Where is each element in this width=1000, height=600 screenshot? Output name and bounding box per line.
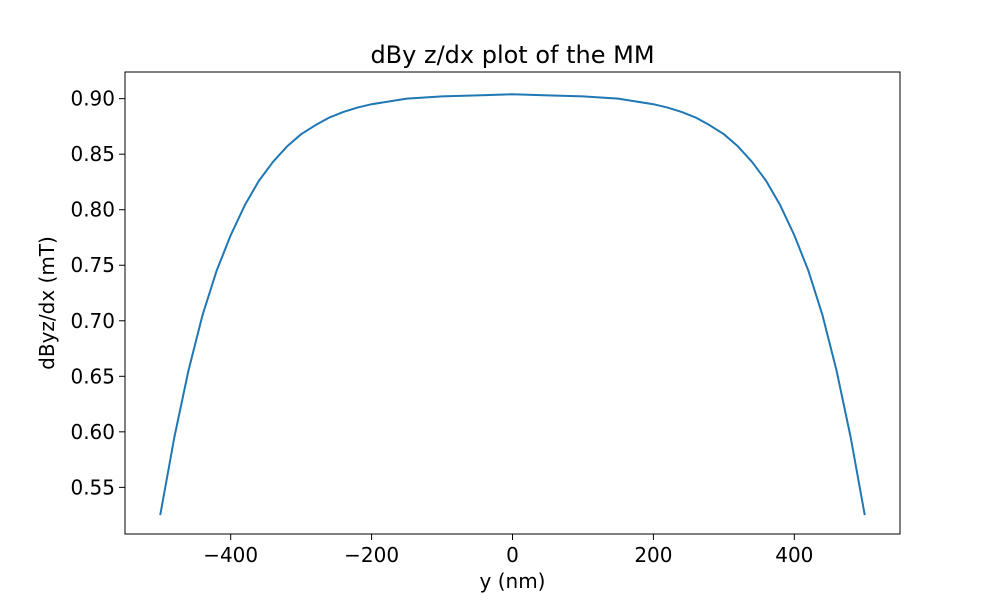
y-tick-label: 0.90 [70, 87, 115, 111]
x-tick-label: 400 [775, 543, 813, 567]
series-layer [159, 93, 866, 516]
x-axis: −400 −200 0 200 400 [203, 534, 813, 567]
x-tick-label: −200 [344, 543, 399, 567]
x-axis-label: y (nm) [480, 569, 546, 593]
y-tick-label: 0.75 [70, 253, 115, 277]
y-tick-label: 0.70 [70, 309, 115, 333]
y-tick-label: 0.65 [70, 364, 115, 388]
x-tick-label: 0 [506, 543, 519, 567]
y-tick-label: 0.85 [70, 142, 115, 166]
chart-title: dBy z/dx plot of the MM [370, 41, 654, 69]
x-tick-label: −400 [203, 543, 258, 567]
plot-frame [124, 71, 901, 535]
x-tick-label: 200 [634, 543, 672, 567]
y-axis: 0.55 0.60 0.65 0.70 0.75 0.80 0.85 0.90 [70, 87, 125, 499]
y-tick-label: 0.55 [70, 475, 115, 499]
series-line [159, 93, 866, 516]
y-axis-label: dByz/dx (mT) [35, 236, 59, 370]
plot-area [124, 71, 901, 535]
y-tick-label: 0.60 [70, 420, 115, 444]
y-tick-label: 0.80 [70, 198, 115, 222]
